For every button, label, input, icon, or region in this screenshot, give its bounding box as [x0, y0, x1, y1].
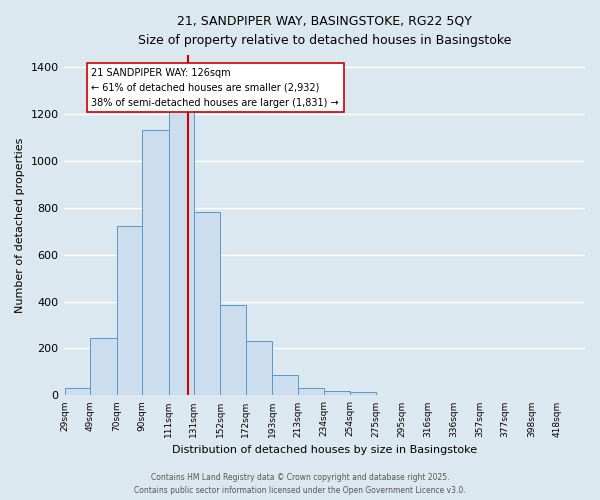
Bar — [350, 392, 376, 396]
Bar — [169, 81, 194, 396]
Bar — [324, 390, 350, 396]
Bar — [272, 376, 298, 396]
Text: Contains HM Land Registry data © Crown copyright and database right 2025.
Contai: Contains HM Land Registry data © Crown c… — [134, 474, 466, 495]
Bar — [65, 388, 90, 396]
X-axis label: Distribution of detached houses by size in Basingstoke: Distribution of detached houses by size … — [172, 445, 477, 455]
Bar — [246, 342, 272, 396]
Text: 21 SANDPIPER WAY: 126sqm
← 61% of detached houses are smaller (2,932)
38% of sem: 21 SANDPIPER WAY: 126sqm ← 61% of detach… — [91, 68, 339, 108]
Bar — [117, 226, 142, 396]
Bar — [220, 305, 246, 396]
Y-axis label: Number of detached properties: Number of detached properties — [15, 138, 25, 313]
Bar — [142, 130, 169, 396]
Title: 21, SANDPIPER WAY, BASINGSTOKE, RG22 5QY
Size of property relative to detached h: 21, SANDPIPER WAY, BASINGSTOKE, RG22 5QY… — [137, 15, 511, 47]
Bar — [194, 212, 220, 396]
Bar — [298, 388, 324, 396]
Bar — [90, 338, 117, 396]
